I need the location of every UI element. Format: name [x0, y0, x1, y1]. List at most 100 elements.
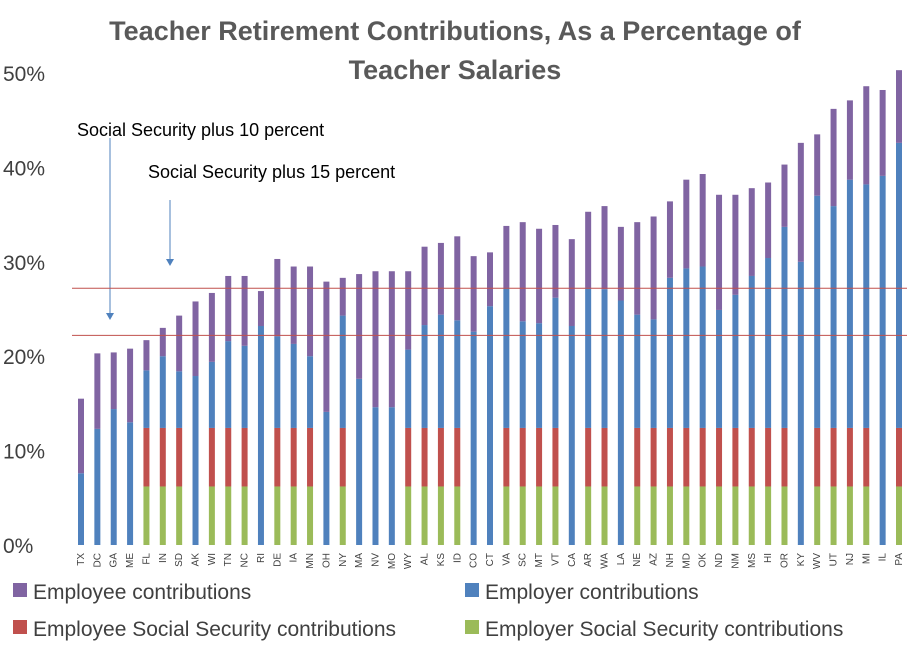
bar-segment-CA-series-2	[568, 325, 575, 545]
bar-segment-WI-series-1	[208, 427, 215, 487]
bar-segment-OK-series-0	[699, 486, 706, 545]
annotation-label: Social Security plus 10 percent	[77, 120, 324, 140]
bar-segment-MD-series-3	[683, 179, 690, 269]
bar-segment-KS-series-0	[437, 486, 444, 545]
bar-segment-NC-series-1	[241, 427, 248, 487]
bar-segment-MS-series-3	[748, 188, 755, 276]
legend-label: Employee Social Security contributions	[33, 618, 396, 641]
bar-segment-WY-series-2	[405, 349, 412, 428]
bar-segment-ID-series-1	[454, 427, 461, 487]
annotation-arrow-head	[106, 313, 114, 320]
bar-segment-VT-series-0	[552, 486, 559, 545]
bar-segment-WV-series-1	[814, 427, 821, 487]
bar-segment-SD-series-1	[176, 427, 183, 487]
bar-segment-MD-series-2	[683, 268, 690, 428]
x-tick-label: NE	[632, 553, 643, 567]
bar-segment-LA-series-3	[617, 226, 624, 301]
bar-segment-WV-series-2	[814, 195, 821, 428]
bar-segment-OR-series-1	[781, 427, 788, 487]
bar-segment-GA-series-2	[110, 409, 117, 545]
x-tick-label: KS	[436, 553, 447, 567]
bar-segment-NY-series-2	[339, 315, 346, 428]
reference-lines: Social Security plus 10 percent Social Se…	[72, 120, 907, 336]
x-tick-label: MO	[387, 553, 398, 569]
bar-segment-HI-series-3	[765, 182, 772, 259]
x-tick-label: WY	[403, 553, 414, 569]
bar-segment-ND-series-2	[716, 309, 723, 428]
bar-segment-IL-series-3	[879, 89, 886, 176]
bar-segment-MS-series-0	[748, 486, 755, 545]
chart-title-line-2: Teacher Salaries	[349, 55, 562, 85]
bar-segment-VT-series-1	[552, 427, 559, 487]
bar-segment-RI-series-2	[257, 325, 264, 545]
x-tick-label: IA	[289, 553, 300, 563]
bar-segment-NJ-series-0	[846, 486, 853, 545]
bar-segment-MT-series-0	[536, 486, 543, 545]
bar-segment-MT-series-3	[536, 228, 543, 324]
legend: Employee contributions Employer contribut…	[13, 581, 843, 641]
bar-segment-WV-series-3	[814, 134, 821, 196]
bar-segment-WA-series-1	[601, 427, 608, 487]
bar-segment-AL-series-2	[421, 325, 428, 428]
bar-segment-UT-series-0	[830, 486, 837, 545]
x-tick-label: MT	[534, 553, 545, 567]
bar-segment-OH-series-2	[323, 411, 330, 545]
bar-segment-CA-series-3	[568, 239, 575, 326]
x-tick-label: NV	[370, 553, 381, 567]
bar-segment-MI-series-0	[863, 486, 870, 545]
bar-segment-WY-series-0	[405, 486, 412, 545]
bar-segment-MA-series-2	[356, 378, 363, 545]
x-tick-label: MS	[747, 553, 758, 568]
bar-segment-NM-series-2	[732, 294, 739, 428]
x-tick-label: LA	[616, 553, 627, 566]
bar-segment-AZ-series-1	[650, 427, 657, 487]
bar-segment-NH-series-1	[666, 427, 673, 487]
bar-segment-TN-series-1	[225, 427, 232, 487]
annotation-arrow-head	[166, 259, 174, 266]
bar-segment-ME-series-2	[127, 422, 134, 545]
bar-segment-OR-series-0	[781, 486, 788, 545]
bar-segment-CT-series-3	[487, 252, 493, 307]
x-tick-label: VT	[550, 553, 561, 566]
x-tick-label: WV	[812, 553, 823, 569]
bar-segment-NV-series-2	[372, 407, 379, 545]
bar-segment-DE-series-0	[274, 486, 281, 545]
legend-swatch	[465, 620, 479, 634]
bar-segment-TN-series-2	[225, 341, 232, 428]
bar-segment-IN-series-0	[159, 486, 166, 545]
x-tick-label: AZ	[649, 553, 660, 566]
x-tick-label: DE	[272, 553, 283, 567]
x-tick-label: WA	[600, 553, 611, 569]
bar-segment-CT-series-2	[487, 306, 493, 545]
bar-segment-ND-series-1	[716, 427, 723, 487]
bar-segment-FL-series-3	[143, 340, 150, 371]
x-tick-label: PA	[894, 553, 905, 566]
legend-label: Employer Social Security contributions	[485, 618, 843, 641]
bar-segment-NC-series-2	[241, 345, 248, 428]
bar-segment-AZ-series-3	[650, 216, 657, 320]
bar-segment-MN-series-0	[307, 486, 314, 545]
bar-segment-ID-series-2	[454, 320, 461, 428]
bar-segment-VA-series-0	[503, 486, 510, 545]
x-tick-label: AL	[420, 553, 431, 566]
bar-segment-WY-series-3	[405, 271, 412, 350]
bar-segment-CO-series-3	[470, 256, 477, 332]
x-tick-label: MA	[354, 553, 365, 568]
bar-segment-NC-series-0	[241, 486, 248, 545]
bar-segment-PA-series-1	[896, 427, 902, 487]
bar-segment-NY-series-0	[339, 486, 346, 545]
bar-segment-AZ-series-2	[650, 319, 657, 428]
x-tick-label: FL	[141, 553, 152, 565]
bar-segment-AL-series-3	[421, 246, 428, 326]
bar-segment-DC-series-3	[94, 353, 101, 429]
bar-segment-OR-series-2	[781, 226, 788, 428]
bar-segment-NE-series-0	[634, 486, 641, 545]
bar-segment-HI-series-2	[765, 258, 772, 428]
x-tick-label: AR	[583, 553, 594, 567]
bar-segment-VT-series-2	[552, 297, 559, 428]
bar-segment-TN-series-3	[225, 275, 232, 342]
bar-segment-DE-series-1	[274, 427, 281, 487]
y-tick-label: 40%	[3, 157, 45, 180]
bar-segment-CO-series-2	[470, 331, 477, 545]
